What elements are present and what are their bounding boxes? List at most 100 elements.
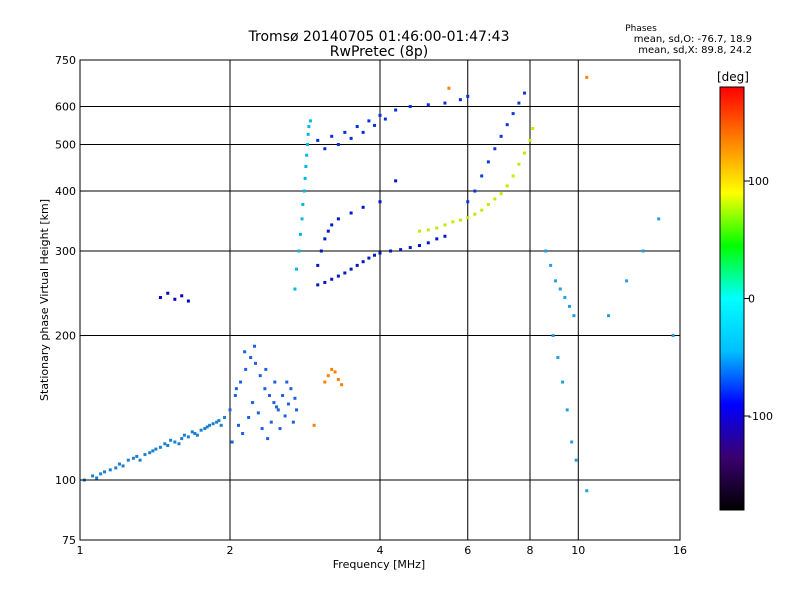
data-point bbox=[323, 380, 327, 384]
data-point bbox=[361, 205, 365, 209]
data-point bbox=[373, 123, 377, 127]
data-point bbox=[531, 126, 535, 130]
data-point bbox=[173, 440, 177, 444]
phases-x-stats: mean, sd,X: 89.8, 24.2 bbox=[638, 45, 752, 56]
data-point bbox=[300, 217, 304, 221]
data-point bbox=[435, 237, 439, 241]
data-point bbox=[336, 274, 340, 278]
x-tick-label: 1 bbox=[77, 544, 84, 557]
data-point bbox=[443, 234, 447, 238]
data-point bbox=[399, 248, 403, 252]
data-point bbox=[316, 138, 320, 142]
data-point bbox=[121, 464, 125, 468]
data-point bbox=[511, 174, 515, 178]
data-point bbox=[355, 263, 359, 267]
data-point bbox=[319, 249, 323, 253]
data-point bbox=[556, 355, 560, 359]
data-point bbox=[426, 228, 430, 232]
y-tick-label: 750 bbox=[55, 54, 76, 67]
data-point bbox=[182, 433, 186, 437]
data-point bbox=[217, 419, 221, 423]
colorbar-label: [deg] bbox=[717, 70, 749, 84]
data-point bbox=[126, 458, 130, 462]
data-point bbox=[219, 423, 223, 427]
data-point bbox=[625, 279, 629, 283]
data-point bbox=[523, 151, 527, 155]
data-point bbox=[236, 423, 240, 427]
data-point bbox=[307, 125, 311, 129]
data-point bbox=[208, 423, 212, 427]
data-point bbox=[493, 147, 497, 151]
x-axis-label: Frequency [MHz] bbox=[333, 558, 425, 571]
data-point bbox=[641, 249, 645, 253]
data-point bbox=[528, 138, 532, 142]
data-point bbox=[378, 251, 382, 255]
data-point bbox=[285, 380, 289, 384]
data-point bbox=[275, 405, 279, 409]
data-point bbox=[180, 437, 184, 441]
data-point bbox=[239, 380, 243, 384]
data-point bbox=[517, 101, 521, 105]
data-point bbox=[260, 427, 264, 431]
data-point bbox=[523, 91, 527, 95]
data-point bbox=[258, 374, 262, 378]
data-point bbox=[383, 117, 387, 121]
data-point bbox=[574, 458, 578, 462]
colorbar-tick-label: -100 bbox=[748, 410, 773, 423]
data-point bbox=[349, 211, 353, 215]
data-point bbox=[443, 101, 447, 105]
data-point bbox=[473, 212, 477, 216]
x-tick-label: 4 bbox=[377, 544, 384, 557]
data-point bbox=[426, 103, 430, 107]
colorbar bbox=[719, 86, 745, 511]
data-point bbox=[408, 246, 412, 250]
data-point bbox=[330, 223, 334, 227]
data-point bbox=[305, 153, 309, 157]
data-point bbox=[293, 287, 297, 291]
data-point bbox=[298, 232, 302, 236]
data-point bbox=[243, 350, 247, 354]
y-tick-label: 300 bbox=[55, 245, 76, 258]
data-point bbox=[323, 280, 327, 284]
data-point bbox=[567, 304, 571, 308]
data-point bbox=[330, 367, 334, 371]
phases-o-stats: mean, sd,O: -76.7, 18.9 bbox=[634, 34, 752, 45]
data-point bbox=[154, 447, 158, 451]
data-point bbox=[305, 143, 309, 147]
data-point bbox=[517, 162, 521, 166]
data-point bbox=[349, 267, 353, 271]
data-point bbox=[466, 200, 470, 204]
data-point bbox=[585, 489, 589, 493]
data-point bbox=[394, 108, 398, 112]
data-point bbox=[378, 113, 382, 117]
plot-grid bbox=[80, 60, 680, 540]
data-point bbox=[256, 411, 260, 415]
x-tick-label: 2 bbox=[227, 544, 234, 557]
data-point bbox=[291, 420, 295, 424]
data-point bbox=[203, 427, 207, 431]
data-point bbox=[505, 123, 509, 127]
data-point bbox=[671, 334, 675, 338]
data-point bbox=[473, 189, 477, 193]
data-point bbox=[95, 476, 99, 480]
data-point bbox=[180, 294, 184, 298]
data-point bbox=[228, 408, 232, 412]
data-point bbox=[544, 249, 548, 253]
data-point bbox=[158, 296, 162, 300]
data-point bbox=[389, 249, 393, 253]
data-point bbox=[295, 267, 299, 271]
data-point bbox=[480, 174, 484, 178]
data-point bbox=[394, 179, 398, 183]
data-point bbox=[303, 176, 307, 180]
data-point bbox=[443, 223, 447, 227]
data-point bbox=[138, 458, 142, 462]
data-point bbox=[333, 370, 337, 374]
data-points bbox=[82, 75, 675, 493]
data-point bbox=[561, 380, 565, 384]
data-point bbox=[131, 456, 135, 460]
data-point bbox=[312, 423, 316, 427]
data-point bbox=[349, 136, 353, 140]
data-point bbox=[435, 226, 439, 230]
data-point bbox=[289, 387, 293, 391]
